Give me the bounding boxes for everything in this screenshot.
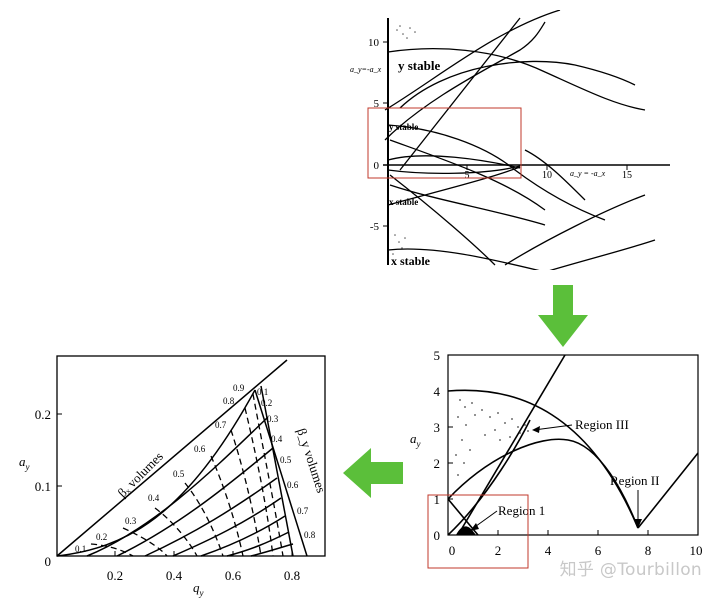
top-x-tick-5: 5 xyxy=(465,170,470,181)
beta-y-05: 0.5 xyxy=(280,455,292,465)
left-x-label: qy xyxy=(193,580,204,598)
top-y-tick-neg5: -5 xyxy=(370,221,380,233)
right-y-label: ay xyxy=(410,431,421,449)
top-x-tick-15: 15 xyxy=(622,170,632,181)
right-x-tick-8: 8 xyxy=(645,543,652,558)
right-x-tick-2: 2 xyxy=(495,543,502,558)
right-plot-frame xyxy=(447,354,699,536)
top-stability-curves xyxy=(384,10,656,270)
right-x-tick-4: 4 xyxy=(545,543,552,558)
right-x-tick-6: 6 xyxy=(595,543,602,558)
left-y-tick-01: 0.1 xyxy=(35,479,51,494)
beta-x-08: 0.8 xyxy=(223,396,235,406)
right-scatter xyxy=(455,399,529,476)
beta-x-07: 0.7 xyxy=(215,420,227,430)
beta-x-01: 0.1 xyxy=(75,544,86,554)
beta-y-06: 0.6 xyxy=(287,480,299,490)
down-arrow xyxy=(538,285,588,347)
beta-x-04: 0.4 xyxy=(148,493,160,503)
watermark: 知乎 @Tourbillon xyxy=(559,560,702,580)
right-y-tick-3: 3 xyxy=(434,420,441,435)
top-y-tick-5: 5 xyxy=(374,98,380,110)
top-y-tick-0: 0 xyxy=(374,160,380,172)
left-boundary-lines xyxy=(56,359,308,557)
top-region-x-stable-2: x stable xyxy=(391,254,431,268)
beta-y-03: 0.3 xyxy=(267,414,279,424)
beta-x-02: 0.2 xyxy=(96,532,107,542)
top-axis-label: a_y=-a_x xyxy=(350,65,382,74)
left-y-label: ay xyxy=(19,454,30,472)
top-region-x-stable-1: x stable xyxy=(389,197,418,207)
beta-y-08: 0.8 xyxy=(304,530,316,540)
top-scatter xyxy=(392,25,416,255)
left-beta-x-lines xyxy=(90,393,284,557)
beta-y-value-labels: 0.1 0.2 0.3 0.4 0.5 0.6 0.7 0.8 xyxy=(257,387,316,540)
top-x-tick-10: 10 xyxy=(542,170,552,181)
left-volume-diagram: 0 0.1 0.2 0.2 0.4 0.6 0.8 ay qy 0.1 0.2 … xyxy=(19,355,329,598)
annotation-region-iii: Region III xyxy=(575,417,629,432)
beta-x-05: 0.5 xyxy=(173,469,185,479)
top-region-y-stable-1: y stable xyxy=(398,58,440,73)
beta-y-01: 0.1 xyxy=(257,387,268,397)
right-stability-diagram: 0 1 2 3 4 5 0 2 4 6 8 10 ay Region III R… xyxy=(410,348,703,569)
annotation-region-ii: Region II xyxy=(610,473,659,488)
right-y-tick-2: 2 xyxy=(434,456,441,471)
right-y-tick-5: 5 xyxy=(434,348,441,363)
top-region-y-stable-2: y stable xyxy=(389,122,418,132)
beta-x-value-labels: 0.1 0.2 0.3 0.4 0.5 0.6 0.7 0.8 0.9 xyxy=(75,383,245,554)
right-y-tick-0: 0 xyxy=(434,528,441,543)
region-1-blob xyxy=(456,526,476,535)
beta-x-09: 0.9 xyxy=(233,383,245,393)
right-y-tick-4: 4 xyxy=(434,384,441,399)
left-y-tick-0: 0 xyxy=(45,554,52,569)
left-x-tick-08: 0.8 xyxy=(284,568,300,583)
beta-x-03: 0.3 xyxy=(125,516,137,526)
beta-y-volumes-label: β_y volumes xyxy=(294,426,329,494)
annotation-region-1: Region 1 xyxy=(498,503,545,518)
left-plot-frame xyxy=(56,355,326,557)
right-stability-curves xyxy=(447,354,699,536)
top-stability-diagram: 10 5 0 -5 5 10 15 a_y=-a_x a_y = -a_x y … xyxy=(350,10,670,270)
right-highlight-box xyxy=(427,494,529,569)
beta-x-06: 0.6 xyxy=(194,444,206,454)
left-y-tick-02: 0.2 xyxy=(35,407,51,422)
beta-y-07: 0.7 xyxy=(297,506,309,516)
left-x-tick-04: 0.4 xyxy=(166,568,183,583)
beta-y-02: 0.2 xyxy=(261,398,272,408)
left-x-tick-06: 0.6 xyxy=(225,568,242,583)
right-y-tick-1: 1 xyxy=(434,492,441,507)
right-x-tick-0: 0 xyxy=(449,543,456,558)
top-y-tick-10: 10 xyxy=(368,37,380,49)
left-x-tick-02: 0.2 xyxy=(107,568,123,583)
right-x-tick-10: 10 xyxy=(690,543,703,558)
left-arrow xyxy=(343,448,403,498)
beta-y-04: 0.4 xyxy=(271,434,283,444)
top-x-axis-label: a_y = -a_x xyxy=(570,169,606,178)
top-highlight-box xyxy=(367,107,522,179)
